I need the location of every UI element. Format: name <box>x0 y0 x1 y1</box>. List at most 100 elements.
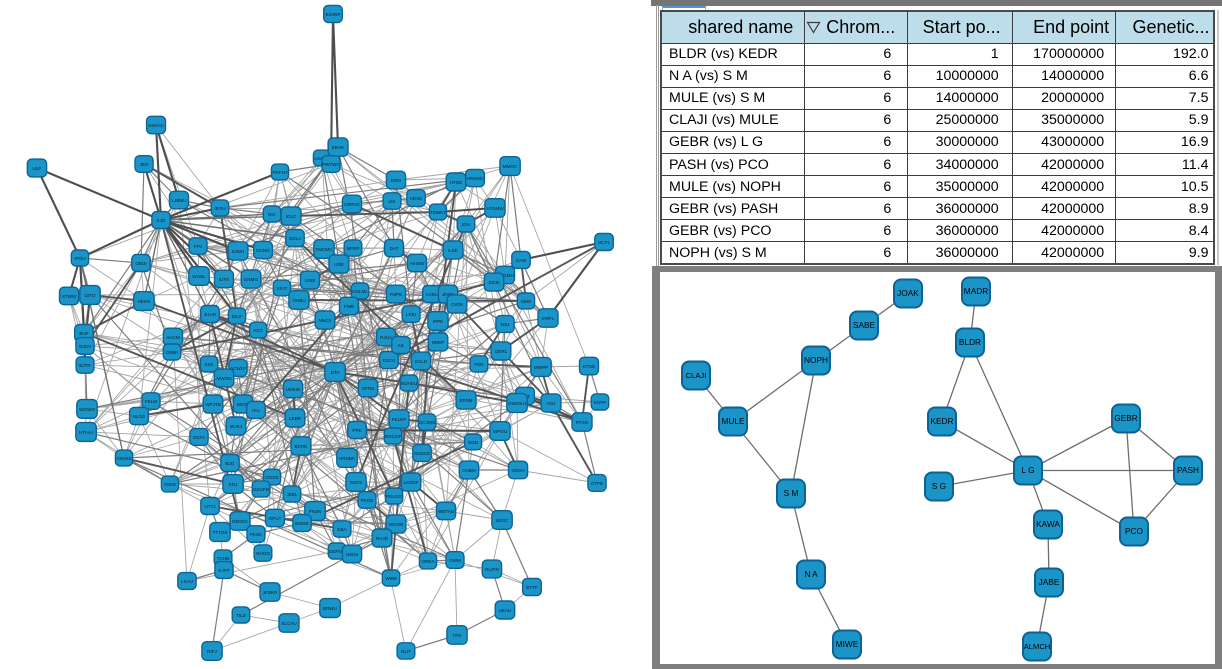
svg-text:FELM: FELM <box>145 399 157 404</box>
svg-text:OTFB: OTFB <box>591 481 603 486</box>
svg-text:WOGB: WOGB <box>389 522 404 527</box>
svg-text:ULP: ULP <box>33 166 42 171</box>
svg-text:ONSH: ONSH <box>511 468 524 473</box>
svg-text:CAW: CAW <box>516 258 527 263</box>
svg-text:MIWE: MIWE <box>836 639 859 649</box>
svg-text:MWPP: MWPP <box>534 365 548 370</box>
svg-text:GITO: GITO <box>84 293 96 298</box>
svg-text:S M: S M <box>784 488 799 498</box>
svg-text:AIL: AIL <box>398 343 405 348</box>
svg-text:OCPL: OCPL <box>598 240 611 245</box>
svg-text:FPJ: FPJ <box>194 244 202 249</box>
svg-text:DAT: DAT <box>390 246 399 251</box>
svg-text:BJTR: BJTR <box>79 363 91 368</box>
svg-text:LFGMW: LFGMW <box>486 206 504 211</box>
svg-text:SABE: SABE <box>853 320 876 330</box>
svg-text:AKSIW: AKSIW <box>410 261 425 266</box>
svg-text:WGBL: WGBL <box>192 274 206 279</box>
svg-text:NLGG: NLGG <box>132 414 145 419</box>
svg-text:JOAK: JOAK <box>897 288 919 298</box>
svg-text:JFDKR: JFDKR <box>263 590 278 595</box>
svg-text:ENMG: ENMG <box>244 277 258 282</box>
svg-text:WPJTB: WPJTB <box>205 402 221 407</box>
svg-text:SDJII: SDJII <box>488 280 499 285</box>
svg-text:SUDCE: SUDCE <box>414 451 430 456</box>
svg-text:PKOS: PKOS <box>361 498 374 503</box>
svg-text:WETAB: WETAB <box>438 509 454 514</box>
svg-text:SSKHC: SSKHC <box>148 123 165 128</box>
svg-text:OSBR: OSBR <box>165 350 179 355</box>
svg-text:IUTK: IUTK <box>219 277 230 282</box>
svg-text:RJUA: RJUA <box>380 335 393 340</box>
svg-text:CHBM: CHBM <box>462 468 476 473</box>
svg-text:EFTF: EFTF <box>526 585 538 590</box>
svg-text:AHCM: AHCM <box>166 335 180 340</box>
svg-text:WJHSU: WJHSU <box>401 381 417 386</box>
svg-text:PWTWC: PWTWC <box>322 162 341 167</box>
svg-text:STWW: STWW <box>62 294 77 299</box>
svg-text:HTGE: HTGE <box>450 180 463 185</box>
svg-text:MULE: MULE <box>721 416 745 426</box>
svg-text:LSAU: LSAU <box>181 579 193 584</box>
svg-text:AOJ: AOJ <box>547 401 556 406</box>
svg-text:NOPH: NOPH <box>804 355 828 365</box>
svg-text:UEAU: UEAU <box>499 608 512 613</box>
svg-text:NNCS: NNCS <box>318 318 331 323</box>
svg-text:FNIE: FNIE <box>344 304 354 309</box>
svg-text:TTTGK: TTTGK <box>212 530 228 535</box>
svg-text:ILKE: ILKE <box>448 248 458 253</box>
svg-text:IGLC: IGLC <box>286 214 297 219</box>
svg-text:EIUWP: EIUWP <box>325 12 340 17</box>
svg-text:EEPNA: EEPNA <box>329 549 346 554</box>
svg-text:WGWO: WGWO <box>79 407 95 412</box>
svg-text:GIGR: GIGR <box>451 302 463 307</box>
svg-text:IEGH: IEGH <box>214 206 225 211</box>
svg-text:IWON: IWON <box>237 402 250 407</box>
svg-text:MMOC: MMOC <box>503 164 518 169</box>
svg-text:NSJ: NSJ <box>501 322 510 327</box>
svg-text:S G: S G <box>932 481 946 491</box>
svg-text:CAEU: CAEU <box>426 292 439 297</box>
svg-text:LKDNF: LKDNF <box>403 480 418 485</box>
svg-text:SSK: SSK <box>204 362 214 367</box>
svg-text:SPJT: SPJT <box>276 286 287 291</box>
svg-text:KRJ: KRJ <box>229 482 238 487</box>
svg-text:WPOU: WPOU <box>493 429 507 434</box>
svg-text:KJFP: KJFP <box>218 568 229 573</box>
svg-text:TMCMC: TMCMC <box>315 247 333 252</box>
svg-text:FKGK: FKGK <box>250 532 263 537</box>
svg-text:GIDAI: GIDAI <box>79 344 92 349</box>
svg-text:N A: N A <box>804 569 818 579</box>
svg-text:HDSK: HDSK <box>410 196 424 201</box>
svg-text:L G: L G <box>1021 465 1034 475</box>
svg-text:FMPE: FMPE <box>390 292 403 297</box>
svg-text:IPPK: IPPK <box>433 319 444 324</box>
svg-text:KTGD: KTGD <box>583 364 596 369</box>
svg-text:OPUT: OPUT <box>269 516 282 521</box>
svg-text:GSUFB: GSUFB <box>253 487 269 492</box>
svg-text:RIFJ: RIFJ <box>207 649 217 654</box>
svg-text:NIC: NIC <box>268 212 277 217</box>
svg-text:KCLD: KCLD <box>415 359 428 364</box>
svg-text:MWON: MWON <box>216 376 231 381</box>
svg-text:BCRE: BCRE <box>295 444 308 449</box>
svg-text:PRFNT: PRFNT <box>272 170 288 175</box>
svg-text:KAWA: KAWA <box>1036 519 1060 529</box>
svg-text:ENO: ENO <box>391 178 401 183</box>
svg-text:KJO: KJO <box>157 218 166 223</box>
svg-text:LEBR: LEBR <box>289 416 302 421</box>
svg-text:SMO: SMO <box>521 299 532 304</box>
svg-text:CBPHC: CBPHC <box>344 202 361 207</box>
svg-text:BUF: BUF <box>79 331 88 336</box>
svg-text:RLIPN: RLIPN <box>485 567 499 572</box>
svg-text:DIUF: DIUF <box>232 314 243 319</box>
svg-text:UTTJ: UTTJ <box>204 504 215 509</box>
svg-text:OREA: OREA <box>421 559 435 564</box>
svg-text:HRNBK: HRNBK <box>339 456 356 461</box>
svg-text:FKLEP: FKLEP <box>392 417 407 422</box>
svg-text:OHBU: OHBU <box>292 298 305 303</box>
svg-text:SGFA: SGFA <box>193 435 206 440</box>
svg-text:GWGKU: GWGKU <box>508 401 526 406</box>
svg-text:GSFS: GSFS <box>350 480 363 485</box>
svg-text:JEBL: JEBL <box>287 492 298 497</box>
